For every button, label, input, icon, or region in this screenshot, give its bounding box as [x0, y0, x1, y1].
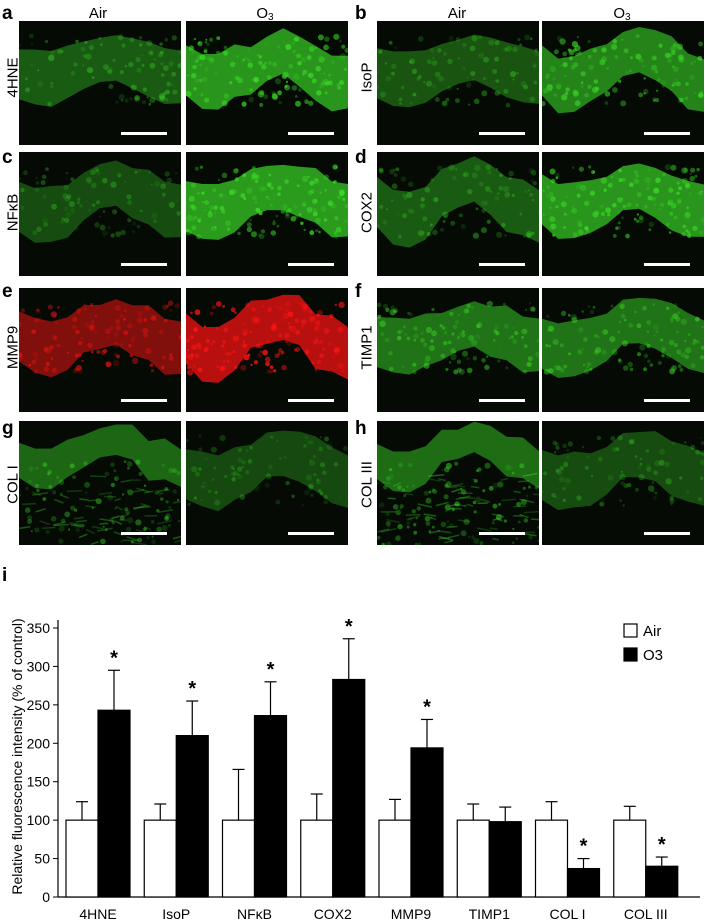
scale-bar — [479, 132, 525, 135]
micrograph-e-air — [19, 288, 181, 412]
micrograph-c-air — [19, 152, 181, 276]
panel-letter-g: g — [2, 418, 14, 439]
x-tick-label-1: IsoP — [162, 906, 190, 922]
bar-air-3 — [300, 819, 334, 898]
panel-letter-f: f — [355, 281, 362, 302]
bar-o3-5 — [488, 821, 522, 898]
micrograph-g-o3 — [186, 421, 348, 545]
significance-marker-7: * — [658, 834, 666, 856]
micrograph-a-o3 — [186, 21, 348, 145]
row-label-isop: IsoP — [358, 62, 376, 93]
bar-air-1 — [143, 819, 177, 898]
y-tick-label: 350 — [27, 620, 51, 636]
scale-bar — [644, 263, 690, 266]
legend-label-o3: O3 — [643, 647, 663, 664]
y-axis-title: Relative fluorescence intensity (% of co… — [9, 618, 25, 894]
bar-o3-7 — [645, 865, 679, 898]
bar-o3-6 — [566, 867, 601, 898]
scale-bar — [288, 132, 334, 135]
x-tick-label-7: COL III — [624, 906, 668, 922]
significance-marker-6: * — [580, 836, 588, 858]
column-label-o3-right: O3 — [542, 6, 702, 23]
panel-letter-a: a — [2, 3, 13, 24]
x-tick-label-2: NFκB — [237, 906, 272, 922]
panel-letter-h: h — [355, 418, 367, 439]
bar-chart-panel-i: 0 50 100 150 200 250 300 350 Relative fluorescen… — [0, 560, 705, 923]
micrograph-g-air — [19, 421, 181, 545]
bar-o3-2 — [253, 715, 288, 898]
legend-swatch-o3 — [623, 647, 638, 662]
row-label-cox2: COX2 — [358, 192, 376, 233]
scale-bar — [121, 263, 167, 266]
significance-marker-4: * — [423, 696, 431, 718]
significance-marker-0: * — [110, 647, 118, 669]
panel-letter-b: b — [355, 3, 367, 24]
x-tick-label-5: TIMP1 — [469, 906, 510, 922]
bar-air-2 — [221, 819, 256, 898]
column-label-o3-left: O3 — [185, 6, 345, 23]
y-tick-label: 100 — [27, 812, 51, 828]
o3-right-text: O3 — [613, 5, 631, 23]
micrograph-f-o3 — [542, 288, 704, 412]
y-tick-label: 50 — [34, 851, 50, 867]
scale-bar — [644, 399, 690, 402]
bar-o3-4 — [410, 747, 444, 898]
micrograph-a-air — [19, 21, 181, 145]
scale-bar — [288, 532, 334, 535]
scale-bar — [121, 132, 167, 135]
micrograph-d-o3 — [542, 152, 704, 276]
x-tick-label-6: COL I — [549, 906, 585, 922]
bar-o3-1 — [175, 735, 209, 898]
y-tick-label: 0 — [42, 889, 50, 905]
row-label-col-iii: COL III — [358, 461, 376, 508]
panel-letter-i: i — [2, 565, 8, 586]
micrograph-f-air — [377, 288, 539, 412]
bar-o3-3 — [332, 678, 366, 898]
column-label-air-right: Air — [447, 5, 467, 22]
bar-air-7 — [613, 819, 647, 898]
bar-air-4 — [378, 819, 412, 898]
x-tick-label-0: 4HNE — [79, 906, 116, 922]
y-tick-label: 150 — [27, 774, 51, 790]
o3-left-text: O3 — [256, 5, 274, 23]
significance-marker-3: * — [345, 616, 353, 638]
micrograph-c-o3 — [186, 152, 348, 276]
y-tick-label: 200 — [27, 735, 51, 751]
scale-bar — [288, 263, 334, 266]
scale-bar — [288, 399, 334, 402]
y-tick-label: 300 — [27, 658, 51, 674]
panel-letter-c: c — [2, 147, 13, 168]
bar-air-0 — [65, 819, 99, 898]
legend-label-air: Air — [643, 623, 661, 640]
micrograph-h-air — [377, 421, 539, 545]
legend-swatch-air — [623, 623, 638, 638]
significance-marker-1: * — [188, 678, 196, 700]
scale-bar — [479, 532, 525, 535]
column-label-air-left: Air — [88, 5, 108, 22]
y-tick-label: 250 — [27, 697, 51, 713]
scale-bar — [644, 132, 690, 135]
micrograph-d-air — [377, 152, 539, 276]
panel-letter-d: d — [355, 147, 367, 168]
scale-bar — [479, 399, 525, 402]
scale-bar — [644, 532, 690, 535]
micrograph-h-o3 — [542, 421, 704, 545]
bar-o3-0 — [97, 709, 131, 898]
micrograph-b-air — [377, 21, 539, 145]
panel-letter-e: e — [2, 281, 13, 302]
scale-bar — [479, 263, 525, 266]
row-label-timp1: TIMP1 — [358, 325, 376, 370]
significance-marker-2: * — [267, 659, 275, 681]
scale-bar — [121, 532, 167, 535]
scale-bar — [121, 399, 167, 402]
bar-air-6 — [534, 819, 569, 898]
bar-air-5 — [456, 819, 490, 898]
x-tick-label-3: COX2 — [314, 906, 352, 922]
micrograph-e-o3 — [186, 288, 348, 412]
micrograph-b-o3 — [542, 21, 704, 145]
x-tick-label-4: MMP9 — [391, 906, 432, 922]
